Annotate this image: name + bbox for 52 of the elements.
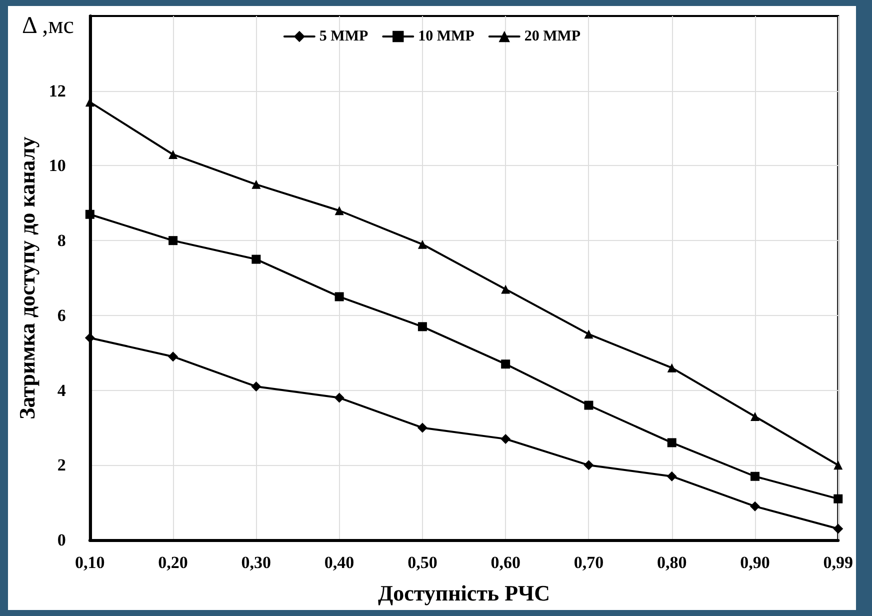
point (500, 434, 511, 444)
y-tick-label: 2 (57, 456, 66, 475)
y-tick-label: 0 (57, 530, 66, 550)
y-tick-label: 6 (57, 306, 66, 325)
y-tick-label: 4 (57, 380, 66, 400)
point (168, 236, 178, 246)
point (833, 524, 844, 534)
x-tick-label: 0,50 (408, 553, 438, 572)
x-tick-label: 0,99 (823, 553, 853, 572)
y-tick-label: 12 (48, 81, 66, 100)
point (334, 292, 344, 302)
point (750, 501, 760, 512)
point (584, 400, 594, 410)
x-tick-label: 0,80 (656, 553, 687, 572)
point (252, 180, 261, 189)
point (750, 412, 760, 421)
x-tick-label: 0,60 (490, 553, 520, 572)
point (666, 471, 677, 482)
point (584, 330, 594, 339)
point (85, 210, 94, 219)
x-tick-label: 0,30 (241, 553, 272, 572)
x-tick-label: 0,10 (75, 553, 105, 572)
legend-label: 20 MMP (524, 28, 581, 44)
x-tick-label: 0,40 (324, 553, 354, 572)
y-axis-title: Затримка доступу до каналу (14, 136, 40, 420)
x-tick-label: 0,70 (574, 553, 604, 572)
point (334, 206, 344, 216)
point (834, 460, 843, 470)
point (834, 494, 843, 504)
point (251, 382, 262, 392)
point (417, 422, 428, 433)
point (84, 332, 95, 343)
point (750, 472, 760, 481)
point (334, 392, 344, 403)
point (501, 360, 510, 369)
point (584, 460, 594, 470)
point (667, 438, 676, 448)
point (418, 322, 427, 332)
point (501, 284, 510, 294)
point (168, 352, 178, 362)
x-tick-label: 0,20 (158, 553, 188, 572)
point (418, 240, 427, 249)
point (252, 254, 261, 264)
point (667, 363, 676, 372)
legend-label: 5 MMP (319, 28, 368, 44)
legend-label: 10 MMP (418, 28, 474, 44)
y-tick-label: 10 (48, 156, 66, 176)
x-tick-label: 0,90 (740, 553, 770, 572)
text: Δ ,мс (22, 13, 74, 39)
y-tick-label: 8 (57, 231, 66, 250)
x-axis-title: Доступність РЧС (378, 580, 550, 606)
point (168, 150, 178, 159)
